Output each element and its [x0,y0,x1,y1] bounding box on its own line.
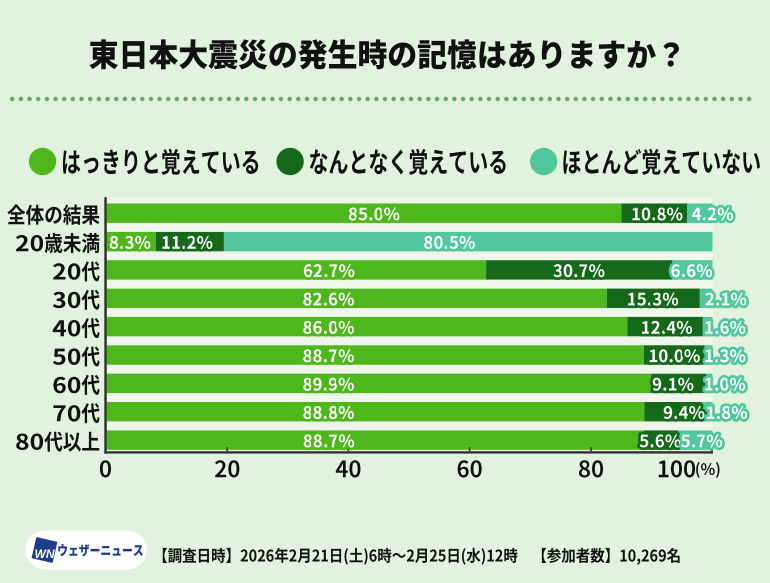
svg-text:WN: WN [35,547,55,561]
